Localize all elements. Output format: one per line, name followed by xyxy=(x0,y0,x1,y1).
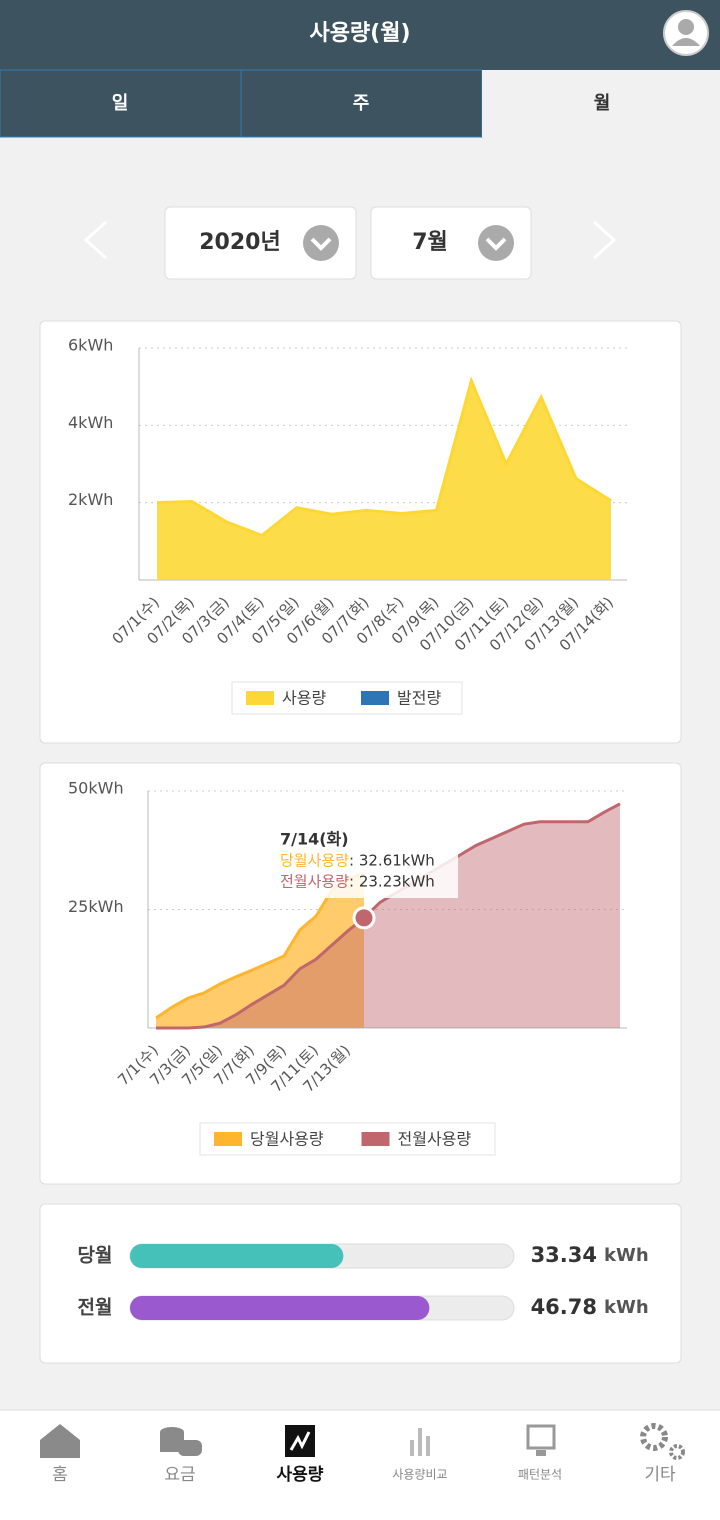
nav-label[interactable]: 홈 xyxy=(52,1465,68,1485)
bar xyxy=(130,1244,344,1268)
next-button[interactable] xyxy=(592,220,617,260)
legend-label: 당월사용량 xyxy=(250,1130,324,1149)
profile-body xyxy=(672,38,700,46)
pattern-icon xyxy=(526,1424,556,1450)
compare-icon xyxy=(418,1428,422,1456)
pattern-icon xyxy=(536,1450,546,1456)
area-line xyxy=(156,376,612,538)
profile-head xyxy=(678,19,694,35)
nav-label[interactable]: 패턴분석 xyxy=(518,1468,562,1482)
bar-unit: kWh xyxy=(604,1245,649,1266)
gear-icon xyxy=(640,1423,668,1451)
profile-button[interactable] xyxy=(663,10,709,56)
legend-swatch xyxy=(214,1132,242,1146)
legend-box xyxy=(199,1122,496,1156)
area-fill xyxy=(156,873,364,1028)
legend-label: 전월사용량 xyxy=(398,1130,472,1149)
tab-label[interactable]: 일 xyxy=(112,93,129,114)
bar-unit: kWh xyxy=(604,1297,649,1318)
year-box[interactable] xyxy=(164,206,357,280)
gear-icon xyxy=(669,1444,685,1460)
tooltip-marker xyxy=(352,906,376,930)
y-tick-label: 6kWh xyxy=(68,336,113,355)
prev-arrow[interactable] xyxy=(83,220,108,260)
next-arrow[interactable] xyxy=(592,220,617,260)
legend-swatch xyxy=(361,1132,390,1146)
nav-label[interactable]: 사용량 xyxy=(277,1465,324,1485)
bar-value: 33.34 xyxy=(531,1243,597,1267)
tab-label[interactable]: 주 xyxy=(353,93,370,114)
tooltip-name: 당월사용량 xyxy=(280,852,349,870)
bar xyxy=(130,1296,430,1320)
nav-label[interactable]: 사용량비교 xyxy=(392,1468,447,1482)
compare-icon xyxy=(410,1440,414,1456)
compare-icon xyxy=(426,1436,430,1456)
tab[interactable] xyxy=(240,69,483,138)
dropdown-chevron xyxy=(310,237,332,251)
tooltip-value: : 32.61kWh xyxy=(349,852,435,870)
tooltip-value: : 23.23kWh xyxy=(349,873,435,891)
nav-label[interactable]: 요금 xyxy=(164,1465,195,1485)
legend-label: 발전량 xyxy=(397,689,441,708)
year-text: 2020년 xyxy=(199,230,280,255)
tooltip-name: 전월사용량 xyxy=(280,873,349,891)
legend-label: 사용량 xyxy=(282,689,326,708)
tooltip-box xyxy=(274,826,458,898)
tooltip-title: 7/14(화) xyxy=(280,830,349,849)
header-bar xyxy=(0,0,720,70)
tab[interactable] xyxy=(482,70,720,137)
y-tick-label: 50kWh xyxy=(68,779,124,798)
legend-swatch xyxy=(361,691,389,705)
nav-label[interactable]: 기타 xyxy=(644,1465,676,1485)
bar-value: 46.78 xyxy=(531,1295,597,1319)
year-select[interactable]: 2020년 xyxy=(164,206,357,280)
prev-button[interactable] xyxy=(83,220,108,260)
bar-label: 전월 xyxy=(78,1297,113,1319)
card xyxy=(39,1203,682,1364)
month-box[interactable] xyxy=(370,206,532,280)
legend-swatch xyxy=(246,691,274,705)
nav-icons xyxy=(40,1423,685,1460)
dropdown-icon xyxy=(478,225,514,261)
y-tick-label: 25kWh xyxy=(68,897,124,916)
y-tick-label: 4kWh xyxy=(68,413,113,432)
month-text: 7월 xyxy=(412,230,448,255)
coin-icon xyxy=(178,1440,202,1456)
tab[interactable] xyxy=(0,69,242,138)
area-fill xyxy=(156,803,620,1028)
home-icon xyxy=(40,1424,80,1458)
dropdown-icon xyxy=(303,225,339,261)
usage-icon-line xyxy=(289,1431,311,1451)
bar-label: 당월 xyxy=(78,1245,113,1267)
y-tick-label: 2kWh xyxy=(68,490,113,509)
month-select[interactable]: 7월 xyxy=(370,206,532,280)
dropdown-chevron xyxy=(485,237,507,251)
tab-label[interactable]: 월 xyxy=(594,93,611,114)
nav-bar xyxy=(0,1410,720,1520)
header-title: 사용량(월) xyxy=(309,21,410,46)
